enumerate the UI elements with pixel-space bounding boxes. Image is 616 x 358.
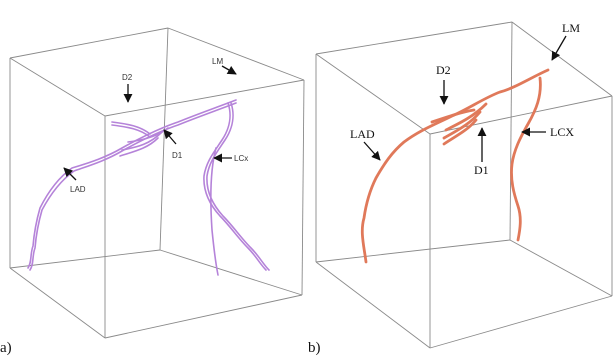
vessel-tree-b [360, 68, 550, 264]
label-d2-b: D2 [436, 63, 451, 77]
lcx-branch-a [210, 147, 219, 276]
lcx-vessel-a-outline [206, 102, 270, 271]
d1-vessel-b-branch2 [442, 118, 478, 146]
arrow-lm-a [221, 65, 237, 75]
label-lad-a: LAD [70, 185, 86, 194]
label-d1-a: D1 [172, 151, 183, 160]
vessel-tree-a [27, 99, 270, 276]
panel-b: LM D2 D1 LAD LCX b) [308, 21, 613, 356]
bounding-cube-b [315, 21, 613, 349]
label-lcx-a: LCx [234, 154, 248, 163]
d1-vessel-a-branch [121, 131, 163, 151]
label-lm-b: LM [562, 21, 580, 35]
arrow-d1-a [163, 129, 177, 145]
label-d1-b: D1 [474, 163, 489, 177]
d1-vessel-b [444, 102, 488, 132]
lcx-vessel-a [203, 102, 267, 271]
annotations-b: LM D2 D1 LAD LCX [350, 21, 580, 177]
annotations-a: LM D2 D1 LAD LCx [63, 57, 248, 194]
d2-vessel-b [430, 108, 476, 124]
arrow-lad-b [363, 141, 381, 161]
label-lcx-b: LCX [550, 125, 574, 139]
d1-vessel-a-branch2 [119, 137, 159, 157]
panel-label-a: a) [0, 340, 12, 356]
arrow-lm-b [551, 35, 567, 61]
label-lad-b: LAD [350, 127, 375, 141]
panel-label-b: b) [308, 340, 321, 356]
lad-vessel-b [360, 68, 550, 264]
label-d2-a: D2 [122, 73, 133, 82]
label-lm-a: LM [212, 57, 223, 66]
panel-a: LM D2 D1 LAD LCx a) [0, 27, 305, 356]
d2-vessel-a [111, 121, 151, 135]
d2-vessel-a-outline [111, 124, 151, 138]
lad-vessel-a-outline [29, 102, 237, 271]
arrow-lad-a [63, 167, 77, 181]
bounding-cube-a [9, 27, 305, 339]
lcx-vessel-b [510, 76, 542, 242]
d1-vessel-b-branch [442, 110, 482, 140]
